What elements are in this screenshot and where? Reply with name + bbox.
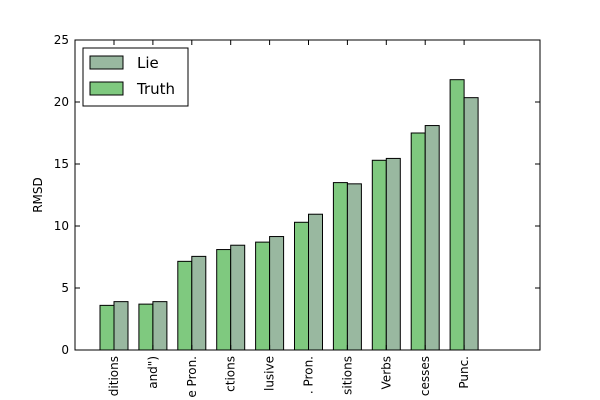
x-tick-label: sitions: [340, 356, 354, 395]
x-tick-label: Verbs: [379, 356, 393, 389]
bar-truth: [294, 221, 309, 351]
x-axis: ditions and") e Pron. ctions lusive . Pron. si…: [107, 40, 471, 398]
legend-swatch-truth: [89, 81, 124, 96]
bar-lie: [191, 255, 207, 351]
x-tick-label: and"): [146, 356, 160, 389]
bar-lie: [113, 301, 129, 351]
bar-lie: [424, 125, 440, 351]
x-tick-label: cesses: [418, 356, 432, 396]
bar-lie: [230, 244, 246, 351]
bar-lie: [346, 183, 362, 351]
bar-truth: [449, 79, 465, 351]
bar-truth: [216, 249, 232, 351]
x-tick-label: . Pron.: [302, 356, 316, 394]
bar-truth: [371, 159, 387, 351]
x-tick-label: ctions: [224, 356, 238, 392]
plot-frame: [74, 39, 541, 351]
legend-swatch-lie: [89, 55, 124, 70]
y-axis: 0 5 10 15 20 25: [54, 33, 540, 357]
bar-truth: [99, 304, 115, 351]
y-tick-label: 15: [54, 157, 69, 171]
bar-lie: [385, 157, 401, 351]
y-tick-label: 10: [54, 219, 69, 233]
legend-label-lie: Lie: [137, 54, 159, 72]
bar-truth: [138, 303, 154, 351]
y-axis-label: RMSD: [31, 177, 45, 213]
bar-lie: [269, 236, 285, 351]
legend: Lie Truth: [82, 47, 189, 107]
x-tick-label: lusive: [263, 356, 277, 391]
y-tick-label: 5: [61, 281, 69, 295]
x-tick-label: e Pron.: [185, 356, 199, 398]
bar-lie: [152, 301, 168, 351]
y-tick-label: 25: [54, 33, 69, 47]
bar-lie: [463, 97, 479, 351]
bars-layer: [99, 79, 479, 351]
x-tick-label: ditions: [107, 356, 121, 396]
y-tick-label: 0: [61, 343, 69, 357]
y-tick-label: 20: [54, 95, 69, 109]
bar-lie: [308, 213, 323, 351]
bar-truth: [255, 241, 271, 351]
bar-truth: [332, 182, 348, 351]
x-tick-label: Punc.: [457, 356, 471, 389]
legend-label-truth: Truth: [136, 80, 175, 98]
bar-truth: [410, 132, 426, 351]
bar-truth: [177, 260, 193, 351]
